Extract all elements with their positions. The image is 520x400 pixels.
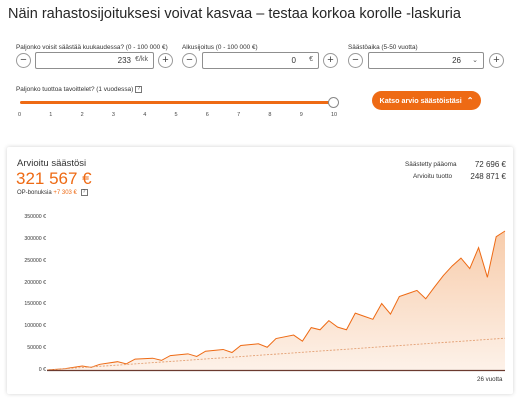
results-card: Arvioitu säästösi 321 567 € OP-bonuksia … xyxy=(7,147,513,394)
period-decrease-button[interactable]: − xyxy=(348,53,363,68)
y-tick-label: 350000 € xyxy=(24,214,46,220)
savings-chart xyxy=(46,230,506,372)
y-tick-label: 0 € xyxy=(38,367,46,373)
y-tick-label: 150000 € xyxy=(24,301,46,308)
total-value-line xyxy=(46,230,506,371)
bonus-line: OP-bonuksia +7 303 € ? xyxy=(17,189,88,196)
slider-tick-label: 5 xyxy=(174,112,178,118)
show-estimate-button[interactable]: Katso arvio säästöistäsi ⌃ xyxy=(372,91,481,110)
total-value-area xyxy=(47,230,505,370)
show-estimate-label: Katso arvio säästöistäsi xyxy=(379,96,462,105)
monthly-decrease-button[interactable]: − xyxy=(16,53,31,68)
initial-input[interactable]: 0 € xyxy=(202,52,319,69)
monthly-value: 233 xyxy=(117,56,131,65)
return-slider-track[interactable] xyxy=(20,101,333,104)
period-select[interactable]: 26 ⌄ xyxy=(368,52,484,69)
bonus-label: OP-bonuksia xyxy=(17,190,52,197)
return-slider-handle[interactable] xyxy=(328,97,339,108)
slider-tick-label: 3 xyxy=(111,112,115,118)
x-axis-end-label: 26 vuotta xyxy=(477,376,503,383)
chevron-down-icon: ⌄ xyxy=(472,57,478,64)
y-tick-label: 200000 € xyxy=(24,279,46,286)
bonus-value: +7 303 € xyxy=(53,190,77,197)
initial-decrease-button[interactable]: − xyxy=(182,53,197,68)
estimate-label: Arvioitu säästösi xyxy=(17,158,87,169)
principal-line xyxy=(46,337,506,371)
y-tick-label: 50000 € xyxy=(27,345,46,352)
initial-unit: € xyxy=(309,56,313,63)
yield-value: 248 871 € xyxy=(470,172,506,181)
help-icon[interactable]: ? xyxy=(135,86,143,93)
slider-tick-label: 10 xyxy=(331,112,338,118)
principal-value: 72 696 € xyxy=(474,160,506,169)
initial-increase-button[interactable]: + xyxy=(323,53,338,68)
y-tick-label: 250000 € xyxy=(24,257,46,264)
principal-label: Säästetty pääoma xyxy=(405,161,457,168)
period-label: Säästöaika (5-50 vuotta) xyxy=(348,44,418,51)
slider-tick-label: 4 xyxy=(143,112,147,118)
initial-label: Alkusijoitus (0 - 100 000 €) xyxy=(182,44,258,51)
slider-tick-label: 2 xyxy=(80,112,84,118)
monthly-unit: €/kk xyxy=(135,56,148,63)
slider-tick-label: 6 xyxy=(205,112,209,118)
initial-value: 0 xyxy=(291,56,296,65)
help-icon[interactable]: ? xyxy=(80,189,88,196)
monthly-increase-button[interactable]: + xyxy=(158,53,173,68)
y-tick-label: 100000 € xyxy=(24,323,46,330)
slider-tick-label: 8 xyxy=(268,112,272,118)
slider-tick-label: 0 xyxy=(18,112,22,118)
slider-tick-label: 1 xyxy=(49,112,53,118)
y-tick-label: 300000 € xyxy=(24,235,46,242)
slider-tick-label: 7 xyxy=(237,112,241,118)
return-label: Paljonko tuottoa tavoittelet? (1 vuodess… xyxy=(16,86,143,94)
slider-tick-label: 9 xyxy=(299,112,303,118)
yield-label: Arvioitu tuotto xyxy=(413,173,453,180)
chevron-up-icon: ⌃ xyxy=(466,96,474,105)
estimate-value: 321 567 € xyxy=(16,169,92,188)
period-value: 26 xyxy=(452,56,461,65)
return-label-text: Paljonko tuottoa tavoittelet? (1 vuodess… xyxy=(16,86,134,94)
page-title: Näin rahastosijoituksesi voivat kasvaa –… xyxy=(8,6,461,22)
monthly-label: Paljonko voisit säästää kuukaudessa? (0 … xyxy=(16,44,168,51)
monthly-input[interactable]: 233 €/kk xyxy=(35,52,154,69)
period-increase-button[interactable]: + xyxy=(489,53,504,68)
